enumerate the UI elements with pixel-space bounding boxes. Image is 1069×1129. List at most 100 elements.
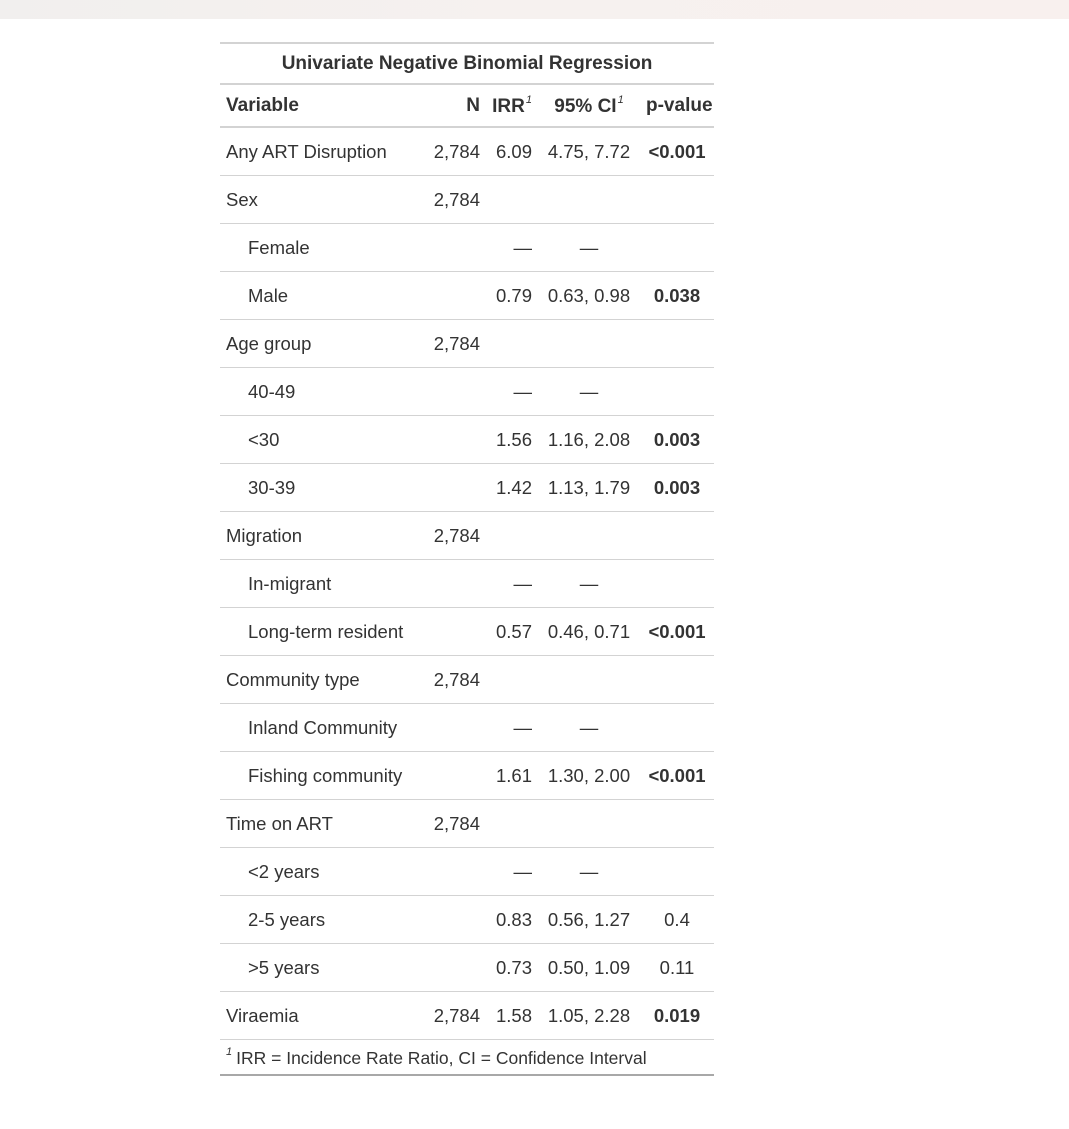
cell-irr: 1.61 (486, 751, 538, 800)
cell-p-value: 0.4 (640, 895, 714, 944)
table-row: Fishing community 1.61 1.30, 2.00 <0.001 (220, 751, 714, 800)
cell-irr: 1.42 (486, 463, 538, 512)
cell-n (424, 847, 486, 896)
cell-ci: — (538, 847, 640, 896)
cell-irr: — (486, 559, 538, 608)
cell-n: 2,784 (424, 655, 486, 704)
table-row: 30-39 1.42 1.13, 1.79 0.003 (220, 463, 714, 512)
table-row: Age group 2,784 (220, 319, 714, 368)
cell-variable: 30-39 (220, 463, 424, 512)
cell-irr (486, 655, 538, 704)
cell-variable: Time on ART (220, 799, 424, 848)
cell-variable: 40-49 (220, 367, 424, 416)
header-ci: 95% CI1 (538, 84, 640, 128)
cell-ci: 1.05, 2.28 (538, 991, 640, 1040)
cell-irr: — (486, 703, 538, 752)
cell-ci: — (538, 703, 640, 752)
regression-table-container: Univariate Negative Binomial Regression … (220, 42, 714, 1076)
cell-n: 2,784 (424, 991, 486, 1040)
cell-p-value (640, 655, 714, 704)
cell-irr: 1.58 (486, 991, 538, 1040)
footnote-ref-ci: 1 (617, 93, 624, 106)
cell-n: 2,784 (424, 511, 486, 560)
cell-ci (538, 799, 640, 848)
cell-variable: Community type (220, 655, 424, 704)
cell-p-value: 0.003 (640, 415, 714, 464)
cell-ci: 0.63, 0.98 (538, 271, 640, 320)
cell-ci (538, 175, 640, 224)
cell-ci: 1.30, 2.00 (538, 751, 640, 800)
table-row: Sex 2,784 (220, 175, 714, 224)
cell-ci: 0.50, 1.09 (538, 943, 640, 992)
table-row: >5 years 0.73 0.50, 1.09 0.11 (220, 943, 714, 992)
cell-p-value: 0.11 (640, 943, 714, 992)
cell-irr (486, 175, 538, 224)
footnote-text: IRR = Incidence Rate Ratio, CI = Confide… (236, 1047, 647, 1068)
cell-p-value (640, 175, 714, 224)
table-title: Univariate Negative Binomial Regression (220, 42, 714, 85)
cell-p-value: 0.038 (640, 271, 714, 320)
cell-variable: >5 years (220, 943, 424, 992)
cell-ci: 0.46, 0.71 (538, 607, 640, 656)
cell-irr (486, 511, 538, 560)
cell-n: 2,784 (424, 799, 486, 848)
cell-irr: — (486, 223, 538, 272)
cell-irr: — (486, 847, 538, 896)
cell-n (424, 895, 486, 944)
cell-variable: Long-term resident (220, 607, 424, 656)
cell-variable: In-migrant (220, 559, 424, 608)
cell-n (424, 415, 486, 464)
table-row: Inland Community — — (220, 703, 714, 752)
table-row: Viraemia 2,784 1.58 1.05, 2.28 0.019 (220, 991, 714, 1040)
cell-irr: — (486, 367, 538, 416)
table-row: Male 0.79 0.63, 0.98 0.038 (220, 271, 714, 320)
cell-n (424, 703, 486, 752)
cell-ci: — (538, 367, 640, 416)
cell-variable: Fishing community (220, 751, 424, 800)
cell-variable: Any ART Disruption (220, 127, 424, 176)
cell-n: 2,784 (424, 175, 486, 224)
cell-p-value (640, 559, 714, 608)
cell-n (424, 559, 486, 608)
regression-table: Univariate Negative Binomial Regression … (220, 42, 714, 1076)
table-row: In-migrant — — (220, 559, 714, 608)
cell-irr: 6.09 (486, 127, 538, 176)
table-row: <2 years — — (220, 847, 714, 896)
header-n: N (424, 84, 486, 128)
header-p-value: p-value (640, 84, 714, 128)
cell-p-value: 0.003 (640, 463, 714, 512)
cell-n (424, 751, 486, 800)
table-row: <30 1.56 1.16, 2.08 0.003 (220, 415, 714, 464)
cell-variable: Sex (220, 175, 424, 224)
cell-ci: — (538, 559, 640, 608)
cell-p-value (640, 367, 714, 416)
table-footnote: 1 IRR = Incidence Rate Ratio, CI = Confid… (220, 1039, 714, 1076)
table-row: Any ART Disruption 2,784 6.09 4.75, 7.72 <0.… (220, 127, 714, 176)
cell-irr: 0.57 (486, 607, 538, 656)
cell-variable: Viraemia (220, 991, 424, 1040)
cell-n (424, 367, 486, 416)
cell-irr: 0.73 (486, 943, 538, 992)
cell-variable: <30 (220, 415, 424, 464)
cell-ci: 1.13, 1.79 (538, 463, 640, 512)
cell-variable: Inland Community (220, 703, 424, 752)
cell-p-value (640, 511, 714, 560)
cell-ci: — (538, 223, 640, 272)
cell-variable: Migration (220, 511, 424, 560)
cell-variable: Male (220, 271, 424, 320)
cell-n (424, 607, 486, 656)
cell-n (424, 271, 486, 320)
cell-p-value: <0.001 (640, 607, 714, 656)
cell-irr: 0.79 (486, 271, 538, 320)
header-irr: IRR1 (486, 84, 538, 128)
footnote-ref-irr: 1 (525, 93, 532, 106)
cell-n: 2,784 (424, 319, 486, 368)
table-row: Community type 2,784 (220, 655, 714, 704)
cell-n (424, 223, 486, 272)
cell-ci: 0.56, 1.27 (538, 895, 640, 944)
cell-ci: 1.16, 2.08 (538, 415, 640, 464)
cell-variable: Female (220, 223, 424, 272)
cell-irr (486, 319, 538, 368)
cell-n: 2,784 (424, 127, 486, 176)
cell-p-value: <0.001 (640, 127, 714, 176)
